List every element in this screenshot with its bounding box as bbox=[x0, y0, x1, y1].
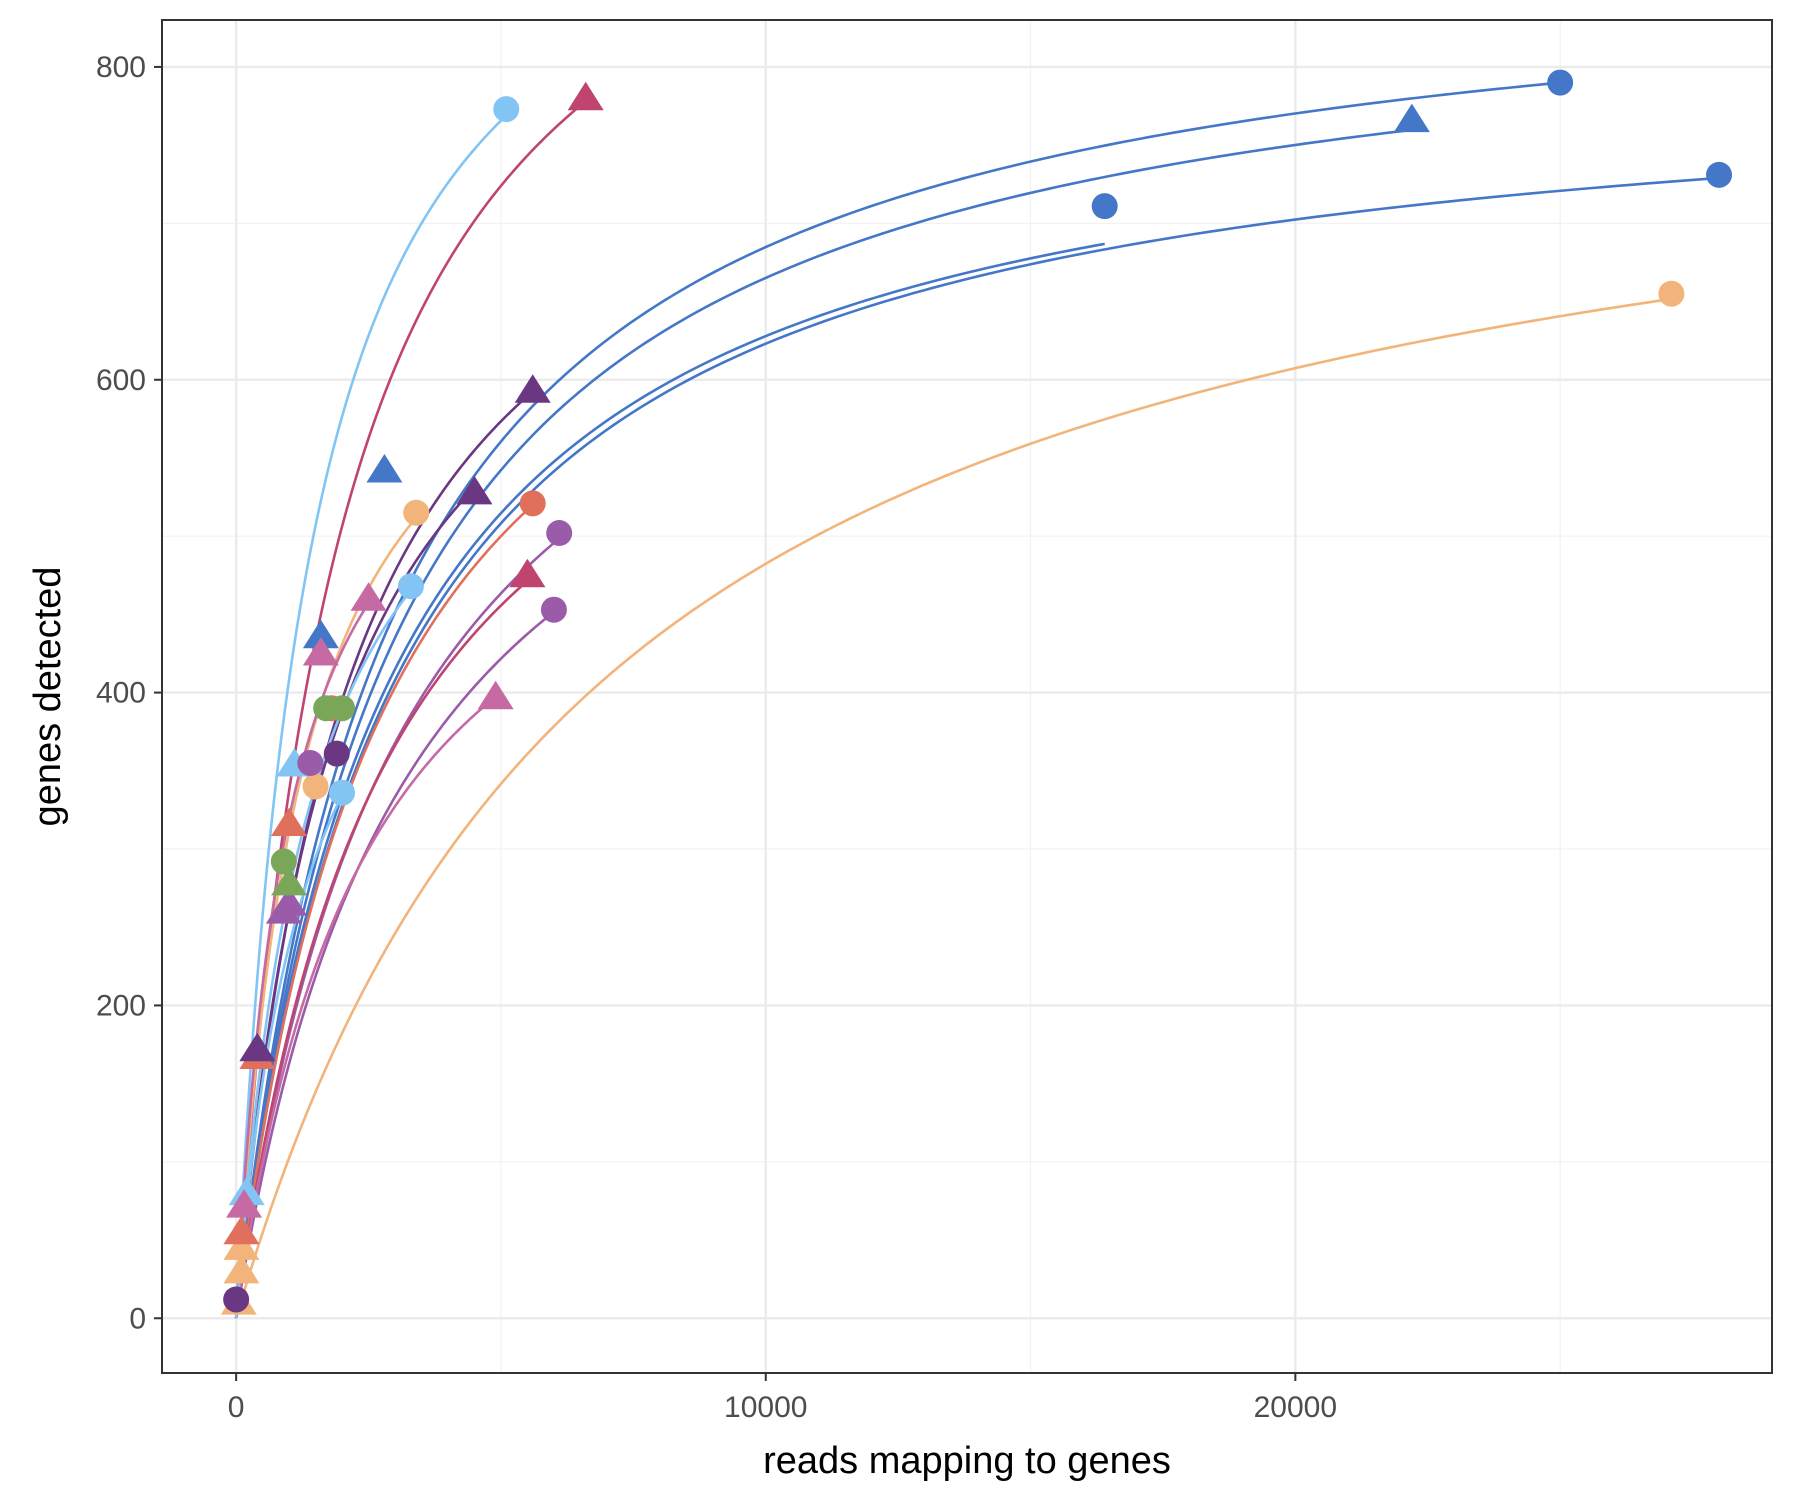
x-tick-label: 0 bbox=[228, 1391, 245, 1424]
plot-panel-border bbox=[161, 19, 1773, 1374]
circle-point bbox=[546, 520, 573, 547]
fit-curve bbox=[234, 81, 1561, 1319]
circle-point bbox=[302, 773, 329, 800]
y-tick-label: 800 bbox=[96, 51, 146, 84]
y-tick-label: 600 bbox=[96, 364, 146, 397]
circle-point bbox=[519, 490, 546, 517]
triangle-point bbox=[265, 895, 302, 924]
y-tick-label: 0 bbox=[129, 1302, 146, 1335]
data-points bbox=[220, 69, 1733, 1315]
triangle-point bbox=[223, 1215, 260, 1245]
triangle-point bbox=[223, 1254, 260, 1284]
plot-panel bbox=[162, 20, 1772, 1373]
circle-point bbox=[223, 1286, 250, 1313]
triangle-point bbox=[477, 680, 514, 710]
major-gridlines bbox=[162, 20, 1772, 1373]
circle-point bbox=[1658, 280, 1685, 307]
x-tick-label: 10000 bbox=[724, 1391, 807, 1424]
triangle-point bbox=[228, 1176, 265, 1206]
triangle-point bbox=[302, 636, 339, 666]
triangle-point bbox=[302, 619, 339, 649]
circle-point bbox=[493, 96, 520, 123]
y-axis: 0 200 400 600 800 bbox=[96, 51, 162, 1335]
triangle-point bbox=[239, 1032, 276, 1062]
circle-point bbox=[1091, 193, 1118, 220]
triangle-point bbox=[456, 475, 493, 505]
triangle-point bbox=[1393, 103, 1430, 133]
circle-point bbox=[297, 749, 324, 776]
triangle-point bbox=[223, 1231, 260, 1260]
x-axis: 0 10000 20000 bbox=[228, 1373, 1337, 1424]
triangle-point bbox=[514, 374, 551, 403]
circle-point bbox=[1547, 69, 1574, 96]
circle-point bbox=[397, 573, 424, 600]
x-tick-label: 20000 bbox=[1254, 1391, 1337, 1424]
triangle-point bbox=[350, 582, 387, 611]
rarefaction-curves bbox=[234, 81, 1720, 1319]
triangle-point bbox=[366, 453, 403, 483]
y-tick-label: 400 bbox=[96, 677, 146, 710]
triangle-point bbox=[271, 807, 308, 836]
y-axis-title: genes detected bbox=[27, 567, 69, 827]
triangle-point bbox=[226, 1189, 263, 1218]
circle-point bbox=[403, 499, 430, 526]
circle-point bbox=[313, 695, 340, 722]
circle-point bbox=[323, 740, 350, 767]
x-axis-title: reads mapping to genes bbox=[763, 1440, 1171, 1482]
triangle-point bbox=[271, 866, 308, 896]
fit-curve bbox=[234, 242, 1105, 1319]
circle-point bbox=[1706, 161, 1733, 188]
fit-curve bbox=[234, 695, 497, 1319]
fit-curve bbox=[234, 297, 1672, 1319]
y-tick-label: 200 bbox=[96, 989, 146, 1022]
circle-point bbox=[329, 779, 356, 806]
circle-point bbox=[270, 848, 297, 875]
triangle-point bbox=[567, 81, 604, 111]
circle-point bbox=[540, 596, 567, 623]
triangle-point bbox=[509, 558, 546, 588]
minor-gridlines bbox=[162, 20, 1772, 1373]
